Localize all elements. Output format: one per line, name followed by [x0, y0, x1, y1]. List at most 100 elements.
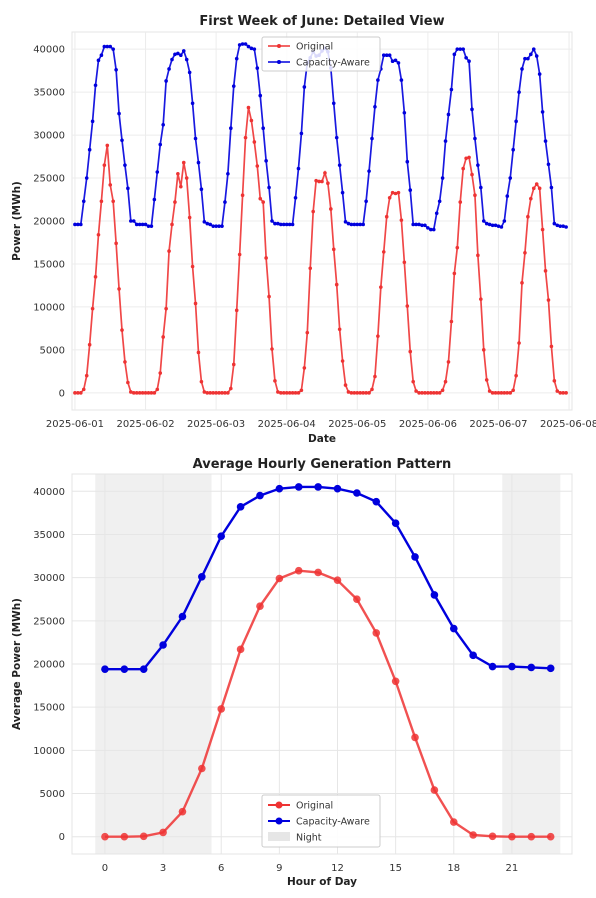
chart1-data-point [211, 224, 215, 228]
chart2-data-point [391, 519, 400, 528]
chart1-data-point [490, 391, 495, 395]
chart1-data-point [423, 223, 427, 228]
chart2-data-point [411, 553, 419, 561]
chart1-data-point [258, 196, 263, 201]
chart1-data-point [290, 391, 295, 395]
chart2-x-tick-label: 12 [331, 863, 344, 874]
chart1-data-point [502, 391, 507, 395]
chart1-data-point [514, 373, 518, 378]
chart1-data-point [108, 183, 113, 187]
chart1-data-point [102, 163, 107, 167]
chart1-data-point [479, 297, 483, 301]
chart1-data-point [287, 391, 292, 395]
chart1-data-point [243, 42, 248, 46]
chart1-data-point [346, 390, 351, 394]
chart1-data-point [487, 222, 492, 227]
chart1-data-point [237, 252, 242, 257]
chart1-data-point [270, 347, 274, 351]
chart1-data-point [393, 58, 398, 63]
chart1-data-point [167, 249, 171, 253]
chart1-data-point [340, 359, 345, 363]
chart1-data-point [367, 391, 371, 395]
chart1-data-point [164, 79, 168, 83]
chart1-data-point [367, 169, 371, 173]
chart1-data-point [455, 47, 460, 51]
chart2-series-capacity-aware [101, 483, 555, 673]
chart1-data-point [205, 221, 210, 226]
chart2-data-point [333, 576, 342, 585]
chart1-data-point [284, 222, 289, 227]
chart1-data-point [520, 281, 524, 285]
chart1-data-point [181, 49, 186, 53]
chart1-data-point [396, 190, 401, 195]
chart2-y-ticks: 0 5000 10000 15000 20000 25000 30000 35000 40000 [33, 487, 65, 843]
chart2-x-tick-label: 15 [389, 863, 402, 874]
chart1-data-point [305, 330, 310, 335]
chart1-data-point [390, 59, 395, 64]
chart1-data-point [231, 362, 236, 367]
chart1-data-point [308, 266, 313, 271]
chart1-data-point [476, 163, 480, 167]
chart1-data-point [473, 193, 477, 198]
chart1-data-point [258, 93, 263, 98]
chart1-data-point [279, 391, 283, 395]
chart1-data-point [558, 224, 563, 228]
chart1-data-point [549, 344, 554, 349]
chart1-data-point [331, 247, 336, 252]
chart1-data-point [170, 222, 174, 227]
chart2-data-point [314, 568, 322, 577]
chart1-data-point [426, 391, 430, 395]
chart1-data-point [217, 224, 221, 228]
chart1-data-point [196, 160, 201, 165]
chart1-data-point [526, 56, 530, 61]
chart1-data-point [408, 349, 413, 354]
chart2-y-tick-label: 20000 [33, 660, 65, 671]
legend-original-marker [277, 44, 281, 48]
chart2-data-point [546, 664, 555, 673]
chart1-data-point [355, 222, 360, 227]
chart1-data-point [223, 391, 227, 395]
chart1-data-point [552, 378, 557, 383]
chart1-data-point [414, 222, 418, 227]
chart1-data-point [76, 222, 80, 227]
chart1-data-point [155, 170, 160, 174]
chart1-data-point [523, 56, 527, 61]
chart2-data-point [294, 483, 303, 491]
chart1-data-point [411, 379, 415, 384]
chart1-data-point [564, 225, 568, 229]
chart1-data-point [429, 391, 433, 395]
chart2-series-original [101, 566, 555, 841]
chart1-data-point [470, 172, 474, 177]
chart1-data-point [179, 53, 183, 57]
chart1-data-point [90, 306, 95, 311]
chart2-data-point [139, 665, 148, 673]
chart1-data-point [270, 219, 274, 223]
chart1-data-point [217, 391, 221, 395]
chart1-data-point [290, 222, 295, 227]
chart2-data-point [372, 629, 381, 637]
chart1-data-point [311, 209, 315, 214]
chart1-data-point [361, 222, 365, 227]
chart1-data-point [329, 207, 333, 211]
chart1-data-point [346, 221, 351, 226]
chart1-data-point [276, 390, 280, 394]
chart1-data-point [352, 222, 357, 227]
chart2-y-tick-label: 5000 [40, 789, 65, 800]
chart1-data-point [129, 219, 133, 223]
chart1-data-point [143, 391, 148, 395]
chart1-data-point [334, 282, 339, 287]
chart1-data-point [379, 285, 383, 289]
chart1-data-point [343, 383, 348, 387]
chart1-data-point [373, 104, 377, 109]
chart2-data-point [217, 532, 226, 540]
chart1-data-point [511, 388, 515, 393]
chart1-data-point [434, 391, 439, 395]
chart2-x-tick-label: 3 [160, 863, 166, 874]
chart1-data-point [540, 110, 545, 114]
chart2-y-tick-label: 30000 [33, 573, 65, 584]
chart1-data-point [111, 47, 115, 51]
chart1-data-point [505, 391, 510, 395]
chart1-data-point [558, 391, 563, 395]
chart2-data-point [353, 489, 361, 497]
legend-capacity-label: Capacity-Aware [296, 58, 370, 69]
